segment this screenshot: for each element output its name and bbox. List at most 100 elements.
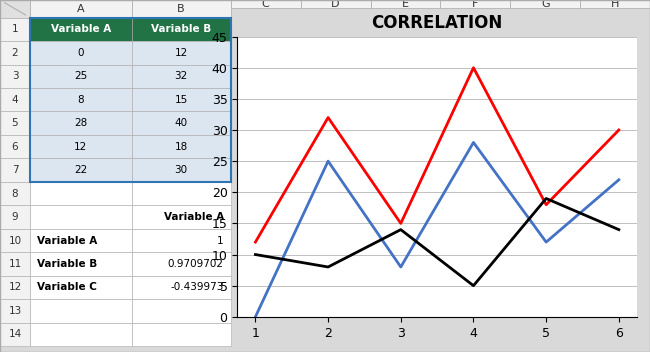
- Bar: [0, 229, 30, 252]
- Bar: [30, 41, 131, 64]
- Bar: [0, 64, 30, 88]
- Variable A: [252, 315, 259, 319]
- Bar: [370, 0, 441, 8]
- Bar: [30, 299, 131, 323]
- Bar: [30, 112, 131, 135]
- Text: -0.439973: -0.439973: [170, 282, 224, 293]
- Bar: [30, 18, 231, 182]
- Bar: [30, 158, 131, 182]
- Text: 5: 5: [12, 118, 18, 128]
- Text: C: C: [262, 0, 270, 9]
- Bar: [131, 41, 231, 64]
- Text: 14: 14: [8, 329, 21, 339]
- Bar: [0, 205, 30, 229]
- Bar: [30, 135, 131, 158]
- Variable C: [324, 265, 332, 269]
- Bar: [0, 276, 30, 299]
- Bar: [0, 182, 30, 205]
- Bar: [0, 158, 30, 182]
- Text: G: G: [541, 0, 549, 9]
- Text: 8: 8: [12, 189, 18, 199]
- Text: 12: 12: [174, 48, 188, 58]
- Bar: [131, 112, 231, 135]
- Line: Variable B: Variable B: [255, 68, 619, 242]
- Bar: [510, 0, 580, 8]
- Bar: [131, 135, 231, 158]
- Bar: [30, 252, 131, 276]
- Text: 1: 1: [12, 24, 18, 34]
- Text: 9: 9: [12, 212, 18, 222]
- Bar: [131, 252, 231, 276]
- Line: Variable A: Variable A: [255, 143, 619, 317]
- Bar: [0, 88, 30, 112]
- Bar: [30, 88, 131, 112]
- Bar: [30, 229, 131, 252]
- Text: 30: 30: [175, 165, 188, 175]
- Variable A: [397, 265, 405, 269]
- Text: 25: 25: [74, 71, 87, 81]
- Bar: [30, 0, 131, 18]
- Bar: [0, 41, 30, 64]
- Text: 22: 22: [74, 165, 87, 175]
- Bar: [131, 64, 231, 88]
- Bar: [30, 64, 131, 88]
- Text: Variable C: Variable C: [37, 282, 97, 293]
- Bar: [30, 182, 131, 205]
- Variable C: [469, 284, 477, 288]
- Text: 12: 12: [8, 282, 21, 293]
- Bar: [441, 0, 510, 8]
- Bar: [131, 158, 231, 182]
- Text: 3: 3: [12, 71, 18, 81]
- Bar: [131, 18, 231, 41]
- Text: 10: 10: [8, 235, 21, 246]
- Bar: [231, 0, 300, 8]
- Bar: [0, 323, 30, 346]
- Bar: [300, 0, 370, 8]
- Bar: [131, 276, 231, 299]
- Text: 4: 4: [12, 95, 18, 105]
- Bar: [0, 18, 30, 41]
- Text: B: B: [177, 4, 185, 14]
- Variable C: [252, 252, 259, 257]
- Text: 11: 11: [8, 259, 21, 269]
- Text: 28: 28: [74, 118, 87, 128]
- Bar: [131, 0, 231, 18]
- Variable C: [542, 196, 550, 201]
- Variable A: [615, 178, 623, 182]
- Bar: [131, 88, 231, 112]
- Text: 32: 32: [174, 71, 188, 81]
- Variable B: [397, 221, 405, 226]
- Bar: [580, 0, 650, 8]
- Variable B: [252, 240, 259, 244]
- Text: 7: 7: [12, 165, 18, 175]
- Variable B: [615, 128, 623, 132]
- Text: E: E: [402, 0, 409, 9]
- Line: Variable C: Variable C: [255, 199, 619, 286]
- Bar: [30, 276, 131, 299]
- Text: Variable B: Variable B: [37, 259, 97, 269]
- Bar: [30, 18, 131, 41]
- Bar: [0, 252, 30, 276]
- Bar: [131, 182, 231, 205]
- Text: A: A: [77, 4, 85, 14]
- Text: Variable A: Variable A: [164, 212, 224, 222]
- Text: Variable A: Variable A: [37, 235, 97, 246]
- Text: 40: 40: [175, 118, 188, 128]
- Variable A: [469, 140, 477, 145]
- Bar: [30, 205, 131, 229]
- Bar: [131, 205, 231, 229]
- Bar: [0, 112, 30, 135]
- Text: 2: 2: [12, 48, 18, 58]
- Text: 6: 6: [12, 142, 18, 152]
- Text: H: H: [611, 0, 619, 9]
- Text: F: F: [472, 0, 478, 9]
- Variable B: [542, 203, 550, 207]
- Text: 12: 12: [74, 142, 87, 152]
- Bar: [131, 229, 231, 252]
- Variable A: [542, 240, 550, 244]
- Variable A: [324, 159, 332, 163]
- Text: 8: 8: [77, 95, 84, 105]
- Text: 15: 15: [174, 95, 188, 105]
- Variable B: [469, 65, 477, 70]
- Text: Variable A: Variable A: [51, 24, 111, 34]
